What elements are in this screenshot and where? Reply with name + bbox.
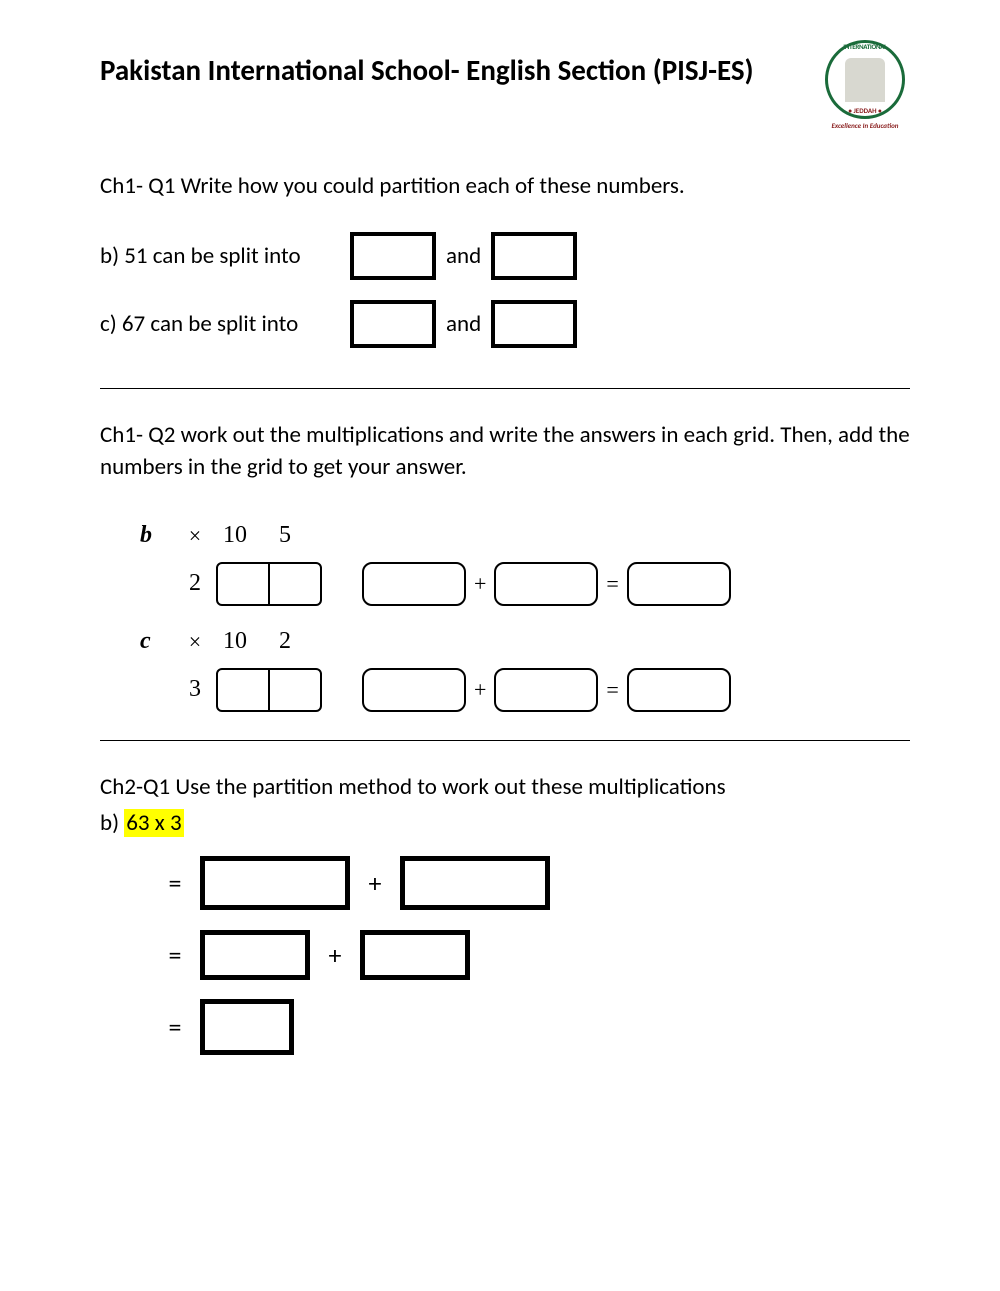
equals-symbol: =	[150, 939, 200, 971]
answer-box[interactable]	[491, 232, 577, 280]
divider	[100, 740, 910, 741]
times-symbol: ×	[180, 629, 210, 655]
grid-cell[interactable]	[270, 564, 320, 604]
col-head-1: 10	[210, 522, 260, 549]
plus-symbol: +	[310, 939, 360, 971]
grid-cell[interactable]	[218, 564, 270, 604]
q2-c-header: c × 10 2	[140, 620, 890, 664]
answer-box[interactable]	[200, 930, 310, 980]
plus-symbol: +	[350, 867, 400, 899]
answer-box[interactable]	[350, 300, 436, 348]
logo-arc-top: INTERNATIONAL	[843, 42, 887, 51]
q2-c-body: 3 + =	[140, 668, 890, 712]
col-head-2: 5	[260, 522, 310, 549]
q2-b-body: 2 + =	[140, 562, 890, 606]
and-text: and	[446, 310, 481, 338]
q3-prompt: Ch2-Q1 Use the partition method to work …	[100, 771, 910, 803]
answer-box[interactable]	[200, 999, 294, 1055]
answer-box[interactable]	[360, 930, 470, 980]
q1-row-b: b) 51 can be split into and	[100, 232, 910, 280]
item-letter: c	[140, 628, 180, 655]
grid-cells	[216, 668, 322, 712]
logo-tagline: Excellence In Education	[832, 121, 899, 130]
q2-prompt: Ch1- Q2 work out the multiplications and…	[100, 419, 910, 483]
equals-symbol: =	[150, 867, 200, 899]
q1-row-c: c) 67 can be split into and	[100, 300, 910, 348]
q2-figure: b × 10 5 2 + = c × 10 2 3	[140, 514, 890, 712]
answer-box[interactable]	[627, 668, 731, 712]
worksheet-page: Pakistan International School- English S…	[0, 0, 1000, 1111]
item-letter: b	[140, 522, 180, 549]
q3-row-1: = +	[150, 855, 910, 911]
row-head: 2	[180, 570, 210, 597]
plus-symbol: +	[474, 571, 486, 597]
answer-box[interactable]	[362, 562, 466, 606]
logo-arc-bottom: • JEDDAH •	[848, 106, 881, 115]
grid-cell[interactable]	[270, 670, 320, 710]
q2-b-header: b × 10 5	[140, 514, 890, 558]
logo-shield-icon	[845, 58, 885, 102]
logo-ring: INTERNATIONAL • JEDDAH •	[825, 40, 905, 119]
school-logo: INTERNATIONAL • JEDDAH • Excellence In E…	[820, 40, 910, 130]
col-head-2: 2	[260, 628, 310, 655]
equals-symbol: =	[606, 677, 618, 703]
plus-symbol: +	[474, 677, 486, 703]
answer-box[interactable]	[350, 232, 436, 280]
page-title: Pakistan International School- English S…	[100, 52, 820, 88]
equals-symbol: =	[606, 571, 618, 597]
col-head-1: 10	[210, 628, 260, 655]
and-text: and	[446, 242, 481, 270]
q3-highlighted-expr: 63 x 3	[124, 809, 183, 837]
grid-cell[interactable]	[218, 670, 270, 710]
answer-box[interactable]	[200, 856, 350, 910]
divider	[100, 388, 910, 389]
answer-box[interactable]	[494, 562, 598, 606]
answer-box[interactable]	[627, 562, 731, 606]
q1-row-b-label: b) 51 can be split into	[100, 242, 350, 270]
grid-cells	[216, 562, 322, 606]
header: Pakistan International School- English S…	[100, 40, 910, 130]
q1-row-c-label: c) 67 can be split into	[100, 310, 350, 338]
answer-box[interactable]	[491, 300, 577, 348]
row-head: 3	[180, 676, 210, 703]
times-symbol: ×	[180, 523, 210, 549]
q3-prefix: b)	[100, 809, 124, 837]
answer-box[interactable]	[362, 668, 466, 712]
q3-row-3: =	[150, 999, 910, 1055]
q1-prompt: Ch1- Q1 Write how you could partition ea…	[100, 170, 910, 202]
answer-box[interactable]	[494, 668, 598, 712]
answer-box[interactable]	[400, 856, 550, 910]
equals-symbol: =	[150, 1011, 200, 1043]
q3-sublabel: b) 63 x 3	[100, 809, 910, 837]
q3-row-2: = +	[150, 927, 910, 983]
